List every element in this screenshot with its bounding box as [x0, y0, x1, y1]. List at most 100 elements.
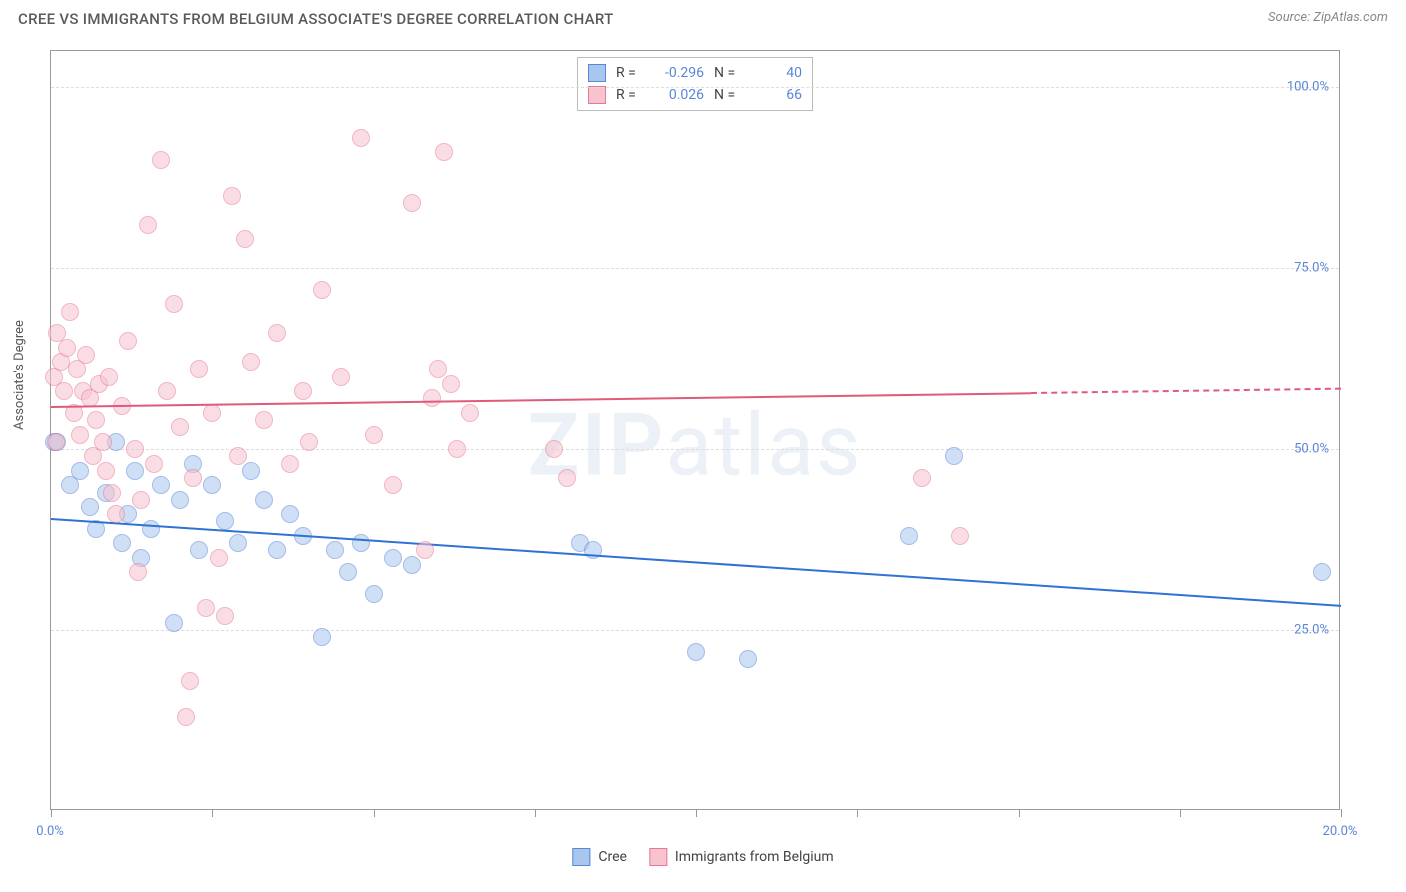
data-point	[352, 534, 370, 552]
y-tick-label: 100.0%	[1287, 80, 1329, 95]
data-point	[129, 563, 147, 581]
data-point	[100, 368, 118, 386]
data-point	[61, 303, 79, 321]
data-point	[71, 462, 89, 480]
source-attribution: Source: ZipAtlas.com	[1268, 10, 1388, 25]
legend-row: R =-0.296N =40	[588, 62, 802, 84]
data-point	[545, 440, 563, 458]
data-point	[435, 143, 453, 161]
data-point	[281, 455, 299, 473]
data-point	[403, 194, 421, 212]
x-tick	[857, 809, 858, 817]
data-point	[300, 433, 318, 451]
legend-n-label: N =	[714, 65, 740, 81]
y-tick-label: 75.0%	[1294, 261, 1329, 276]
data-point	[281, 505, 299, 523]
data-point	[165, 614, 183, 632]
data-point	[255, 491, 273, 509]
x-tick	[1341, 809, 1342, 817]
data-point	[313, 628, 331, 646]
legend-r-label: R =	[616, 65, 642, 81]
data-point	[87, 411, 105, 429]
correlation-legend: R =-0.296N =40R =0.026N =66	[577, 57, 813, 111]
data-point	[216, 607, 234, 625]
data-point	[687, 643, 705, 661]
legend-r-label: R =	[616, 87, 642, 103]
data-point	[313, 281, 331, 299]
data-point	[429, 360, 447, 378]
data-point	[448, 440, 466, 458]
legend-swatch	[649, 848, 667, 866]
x-tick	[535, 809, 536, 817]
chart-title: CREE VS IMMIGRANTS FROM BELGIUM ASSOCIAT…	[18, 10, 614, 28]
gridline-h	[51, 268, 1339, 269]
legend-item: Cree	[572, 848, 627, 866]
data-point	[384, 549, 402, 567]
watermark: ZIPatlas	[528, 395, 863, 496]
data-point	[223, 187, 241, 205]
data-point	[365, 426, 383, 444]
data-point	[951, 527, 969, 545]
data-point	[203, 404, 221, 422]
data-point	[158, 382, 176, 400]
data-point	[132, 491, 150, 509]
data-point	[165, 295, 183, 313]
data-point	[107, 505, 125, 523]
trend-line	[51, 392, 1031, 408]
gridline-h	[51, 87, 1339, 88]
gridline-h	[51, 630, 1339, 631]
x-tick-label: 0.0%	[36, 824, 64, 839]
legend-n-value: 66	[750, 87, 802, 103]
data-point	[145, 455, 163, 473]
data-point	[403, 556, 421, 574]
data-point	[190, 541, 208, 559]
data-point	[416, 541, 434, 559]
data-point	[171, 491, 189, 509]
data-point	[558, 469, 576, 487]
x-tick	[51, 809, 52, 817]
x-tick	[212, 809, 213, 817]
data-point	[181, 672, 199, 690]
data-point	[177, 708, 195, 726]
data-point	[171, 418, 189, 436]
data-point	[242, 353, 260, 371]
data-point	[255, 411, 273, 429]
data-point	[384, 476, 402, 494]
data-point	[461, 404, 479, 422]
data-point	[242, 462, 260, 480]
data-point	[77, 346, 95, 364]
data-point	[184, 469, 202, 487]
data-point	[900, 527, 918, 545]
data-point	[97, 462, 115, 480]
data-point	[326, 541, 344, 559]
data-point	[203, 476, 221, 494]
data-point	[197, 599, 215, 617]
data-point	[294, 382, 312, 400]
data-point	[94, 433, 112, 451]
legend-swatch	[572, 848, 590, 866]
data-point	[339, 563, 357, 581]
data-point	[268, 541, 286, 559]
x-tick	[374, 809, 375, 817]
data-point	[913, 469, 931, 487]
legend-n-label: N =	[714, 87, 740, 103]
data-point	[126, 440, 144, 458]
data-point	[332, 368, 350, 386]
trend-line	[1031, 388, 1341, 394]
legend-item: Immigrants from Belgium	[649, 848, 834, 866]
data-point	[81, 498, 99, 516]
trend-line	[51, 518, 1341, 607]
data-point	[55, 382, 73, 400]
x-tick	[1019, 809, 1020, 817]
data-point	[47, 433, 65, 451]
data-point	[152, 476, 170, 494]
data-point	[190, 360, 208, 378]
data-point	[119, 332, 137, 350]
x-tick	[696, 809, 697, 817]
data-point	[152, 151, 170, 169]
data-point	[739, 650, 757, 668]
data-point	[365, 585, 383, 603]
x-tick-label: 20.0%	[1323, 824, 1358, 839]
legend-label: Immigrants from Belgium	[675, 849, 834, 865]
x-tick	[1180, 809, 1181, 817]
